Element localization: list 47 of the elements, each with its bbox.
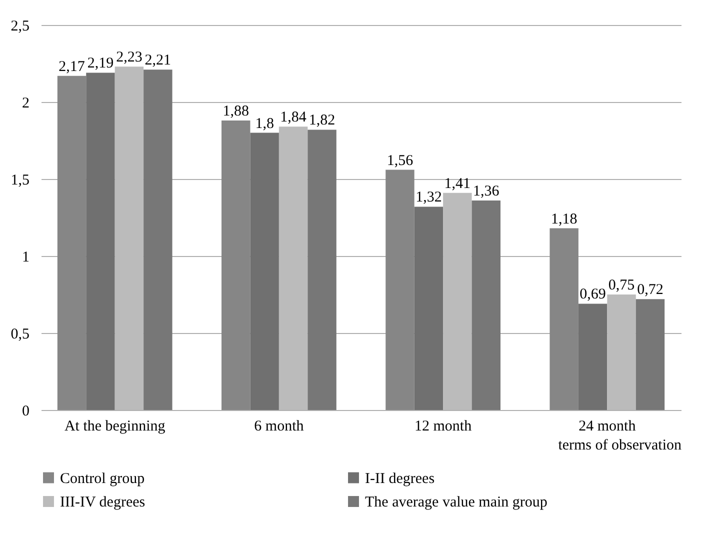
bar xyxy=(386,170,414,410)
bar xyxy=(472,200,500,410)
data-label: 1,84 xyxy=(280,110,307,126)
data-label: 0,72 xyxy=(637,282,664,298)
x-tick-label: At the beginning xyxy=(64,418,166,434)
legend-label: I-II degrees xyxy=(365,470,435,487)
bar xyxy=(86,72,115,410)
data-label: 0,75 xyxy=(608,278,635,294)
legend-label: III-IV degrees xyxy=(60,494,146,510)
data-label: 1,18 xyxy=(550,211,578,228)
y-tick-label: 2,5 xyxy=(10,18,30,34)
legend-label: Control group xyxy=(60,470,145,487)
data-label: 0,69 xyxy=(580,286,606,303)
bar xyxy=(114,66,144,410)
y-tick-label: 0,5 xyxy=(10,326,30,342)
bar xyxy=(607,294,636,410)
data-label: 1,8 xyxy=(255,116,274,132)
data-label: 2,21 xyxy=(144,52,172,69)
bar xyxy=(144,70,172,410)
bar xyxy=(222,120,250,410)
x-tick-label: 12 month xyxy=(414,418,472,434)
bar xyxy=(414,206,444,410)
data-label: 1,56 xyxy=(386,152,414,169)
y-tick-label: 1 xyxy=(22,250,30,266)
data-label: 1,41 xyxy=(444,176,471,192)
data-label: 2,17 xyxy=(58,58,86,75)
x-axis-title: terms of observation xyxy=(558,438,682,454)
bar xyxy=(57,76,86,410)
bar xyxy=(636,299,665,410)
data-label: 1,82 xyxy=(308,112,336,129)
bar xyxy=(443,192,472,410)
legend-label: The average value main group xyxy=(365,494,548,510)
y-tick-label: 1,5 xyxy=(10,172,30,188)
data-label: 2,19 xyxy=(87,56,114,72)
y-tick-label: 0 xyxy=(22,404,30,420)
data-label: 1,32 xyxy=(416,190,442,206)
data-label: 1,88 xyxy=(222,103,249,120)
bar xyxy=(550,228,578,410)
bar xyxy=(578,304,608,410)
x-tick-label: 6 month xyxy=(254,418,304,434)
bar xyxy=(308,130,336,410)
bar xyxy=(278,126,308,410)
data-label: 2,23 xyxy=(116,50,142,66)
data-label: 1,36 xyxy=(473,184,500,200)
bar xyxy=(250,132,279,410)
x-tick-label: 24 month xyxy=(578,418,636,434)
y-tick-label: 2 xyxy=(22,96,30,112)
